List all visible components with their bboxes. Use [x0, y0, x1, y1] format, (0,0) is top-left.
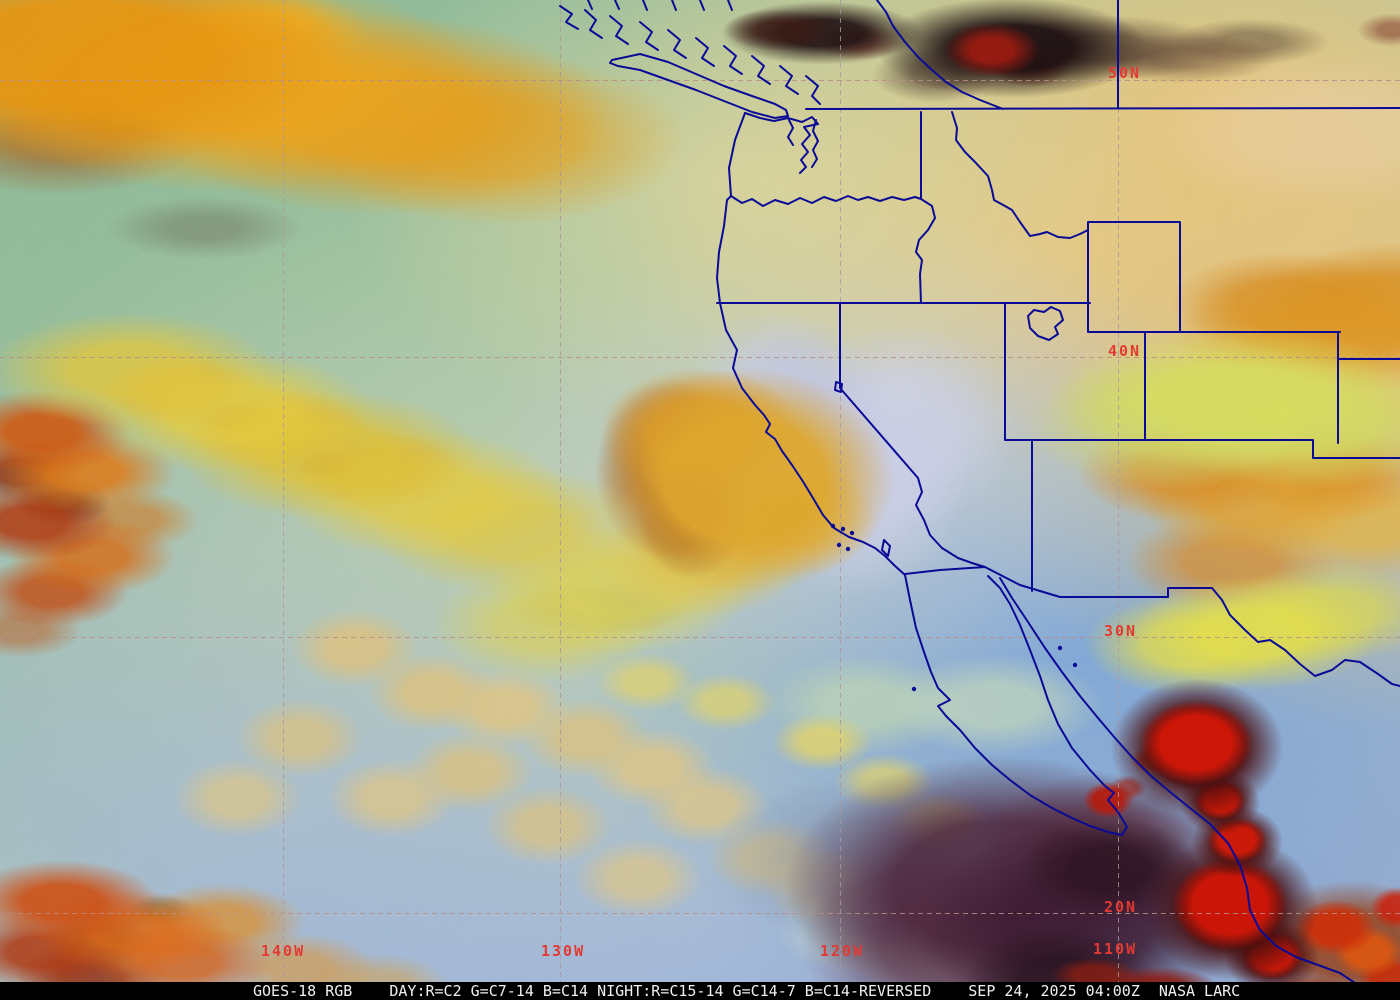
- rgb-recipe-label: DAY:R=C2 G=C7-14 B=C14 NIGHT:R=C15-14 G=…: [389, 982, 932, 1000]
- channel-island-dot: [849, 530, 855, 536]
- gridline-lon-110w: [1118, 0, 1119, 982]
- state-borders-path: [716, 0, 1400, 687]
- baja-island-dot: [911, 686, 917, 692]
- status-bar: GOES-18 RGB DAY:R=C2 G=C7-14 B=C14 NIGHT…: [0, 982, 1400, 1000]
- timestamp-label: SEP 24, 2025 04:00Z: [968, 982, 1140, 1000]
- lakes-path: [834, 306, 1064, 557]
- gridline-lat-30n: [0, 637, 1400, 638]
- channel-island-dot: [840, 526, 846, 532]
- gulf-island-dot: [1072, 662, 1078, 668]
- lon-label-110w: 110W: [1093, 940, 1138, 958]
- channel-island-dot: [845, 546, 851, 552]
- gridline-lon-140w: [283, 0, 284, 982]
- product-label: GOES-18 RGB: [253, 982, 353, 1000]
- lat-label-20n: 20N: [1104, 898, 1138, 916]
- canada-coast-inlets-path: [559, 0, 821, 174]
- gridline-lat-20n: [0, 913, 1400, 914]
- channel-island-dot: [830, 523, 836, 529]
- gridline-lat-50n: [0, 80, 1400, 81]
- vancouver-island-path: [609, 53, 789, 119]
- lon-label-120w: 120W: [820, 942, 865, 960]
- channel-island-dot: [836, 542, 842, 548]
- lat-label-50n: 50N: [1108, 64, 1142, 82]
- credit-label: NASA LARC: [1158, 982, 1241, 1000]
- gulf-island-dot: [1057, 645, 1063, 651]
- lat-label-30n: 30N: [1104, 622, 1138, 640]
- gridline-lon-120w: [840, 0, 841, 982]
- islands-group: [830, 523, 1078, 692]
- lat-label-40n: 40N: [1108, 342, 1142, 360]
- gridline-lat-40n: [0, 357, 1400, 358]
- lon-label-130w: 130W: [541, 942, 586, 960]
- coastline-path: [716, 112, 1368, 1000]
- lon-label-140w: 140W: [261, 942, 306, 960]
- gridline-lon-130w: [560, 0, 561, 982]
